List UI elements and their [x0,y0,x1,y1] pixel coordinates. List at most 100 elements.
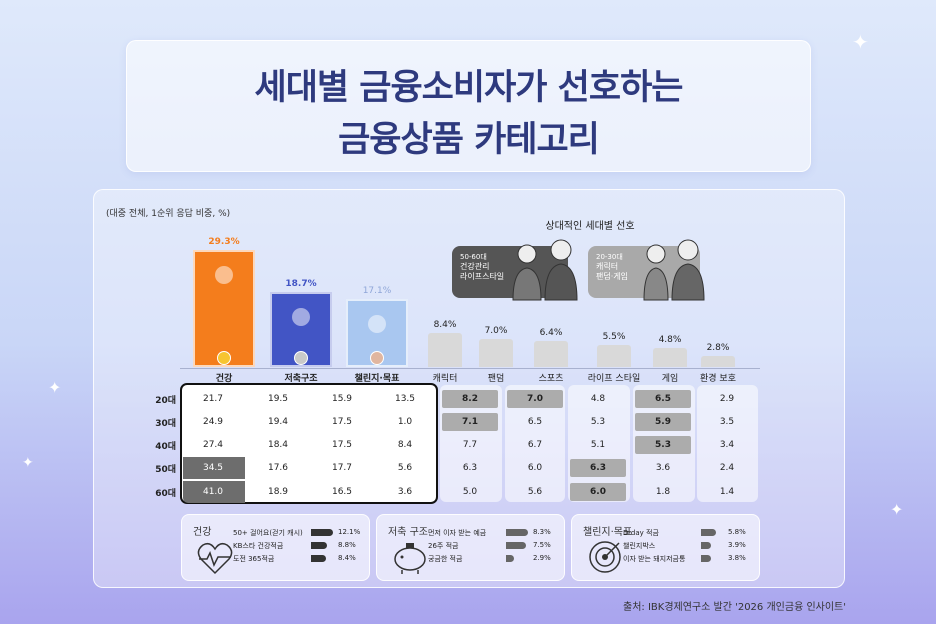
card-item-label: 50+ 걸어요(걷기 캐시) [233,529,303,537]
table-cell: 5.3 [655,440,671,450]
table-cell: 21.7 [202,394,224,404]
category-label: 게임 [661,374,679,384]
senior-age: 50-60대 [460,253,487,261]
card-title: 챌린지·목표 [583,527,633,538]
category-label: 건강 [215,374,233,384]
medal-icon [370,351,384,365]
table-cell: 17.6 [267,463,289,473]
card-item-value: 2.9% [533,554,551,562]
sparkle-icon: ✦ [48,378,62,397]
piggy-bank-icon [394,543,426,574]
cell-highlight [570,483,626,501]
chart-note: (대중 전체, 1순위 응답 비중, %) [106,209,231,219]
bar-value-label: 29.3% [208,236,240,247]
preference-title: 상대적인 세대별 선호 [545,221,635,232]
senior-couple-icon [512,239,578,301]
card-item-label: 26주 적금 [428,542,459,550]
table-cell: 2.9 [719,394,735,404]
table-cell: 6.7 [527,440,543,450]
card-item-bar [506,555,514,562]
young-age: 20-30대 [596,253,623,261]
table-cell: 3.4 [719,440,735,450]
table-cell: 19.4 [267,417,289,427]
card-item-bar [311,542,327,549]
title-line-2: 금융상품 카테고리 [338,120,600,160]
young-line2: 팬덤·게임 [596,272,628,281]
bar-value-label: 17.1% [362,285,392,296]
card-item-value: 3.9% [728,541,746,549]
card-item-label: 이자 받는 돼지저금통 [623,555,686,563]
table-cell: 8.4 [397,440,413,450]
row-label: 40대 [155,442,176,452]
bar-value-label: 6.4% [539,328,563,339]
card-item-bar [311,529,333,536]
card-item-bar [701,542,712,549]
bar-value-label: 5.5% [602,332,626,342]
row-label: 20대 [155,396,176,406]
card-item-value: 7.5% [533,541,551,549]
medal-icon [294,351,308,365]
bar-9 [701,355,735,367]
table-cell: 13.5 [394,394,416,404]
bar-5 [479,339,513,367]
category-label: 스포츠 [538,374,564,384]
young-couple-icon [643,239,705,301]
cell-highlight [507,390,563,408]
table-cell: 34.5 [202,463,224,473]
category-label: 챌린지·목표 [354,374,400,384]
table-cell: 5.3 [590,417,606,427]
table-cell: 15.9 [331,394,353,404]
table-cell: 6.3 [462,463,478,473]
bar-7 [597,345,631,367]
table-cell: 6.0 [590,487,606,497]
card-item-label: 챌린지박스 [623,542,656,550]
card-item-value: 12.1% [338,528,361,536]
table-cell: 4.8 [590,394,606,404]
table-cell: 5.6 [397,463,413,473]
coin-icon [368,314,386,333]
cell-highlight [635,413,691,431]
cell-highlight [635,390,691,408]
category-label: 팬덤 [487,374,505,384]
table-cell: 5.6 [527,487,543,497]
bar-4 [428,333,462,367]
card-item-label: 도전 365적금 [233,555,275,563]
table-cell: 41.0 [202,487,224,497]
table-cell: 2.4 [719,463,735,473]
row-label: 50대 [155,465,176,475]
young-line1: 캐릭터 [596,262,619,271]
title-line-1: 세대별 금융소비자가 선호하는 [254,68,684,108]
table-cell: 3.6 [655,463,671,473]
cell-highlight [570,459,626,477]
senior-line2: 라이프스타일 [460,272,505,281]
card-item-bar [701,555,712,562]
card-item-value: 8.8% [338,541,356,549]
card-item-label: KB스타 건강적금 [233,542,284,550]
row-label: 30대 [155,419,176,429]
table-column-bg [568,385,630,502]
table-cell: 8.2 [462,394,478,404]
x-axis-line [180,368,760,369]
table-cell: 7.1 [462,417,478,427]
card-title: 건강 [193,527,212,538]
coin-icon [215,265,233,284]
table-cell: 1.4 [719,487,735,497]
category-label: 저축구조 [284,374,318,384]
cell-highlight [442,413,498,431]
card-title: 저축 구조 [388,527,428,538]
card-item-bar [701,529,717,536]
bar-8 [653,347,687,367]
table-cell: 6.5 [527,417,543,427]
card-item-bar [311,555,327,562]
table-cell: 5.1 [590,440,606,450]
category-label: 캐릭터 [432,374,458,384]
category-label: 환경 보호 [700,374,736,384]
title-box: 세대별 금융소비자가 선호하는 금융상품 카테고리 [126,40,811,172]
card-item-label: D-day 적금 [623,529,659,537]
table-cell: 5.9 [655,417,671,427]
table-cell: 16.5 [331,487,353,497]
target-icon [589,541,621,573]
table-cell: 18.4 [267,440,289,450]
bar-value-label: 18.7% [285,279,317,290]
card-item-bar [506,529,528,536]
